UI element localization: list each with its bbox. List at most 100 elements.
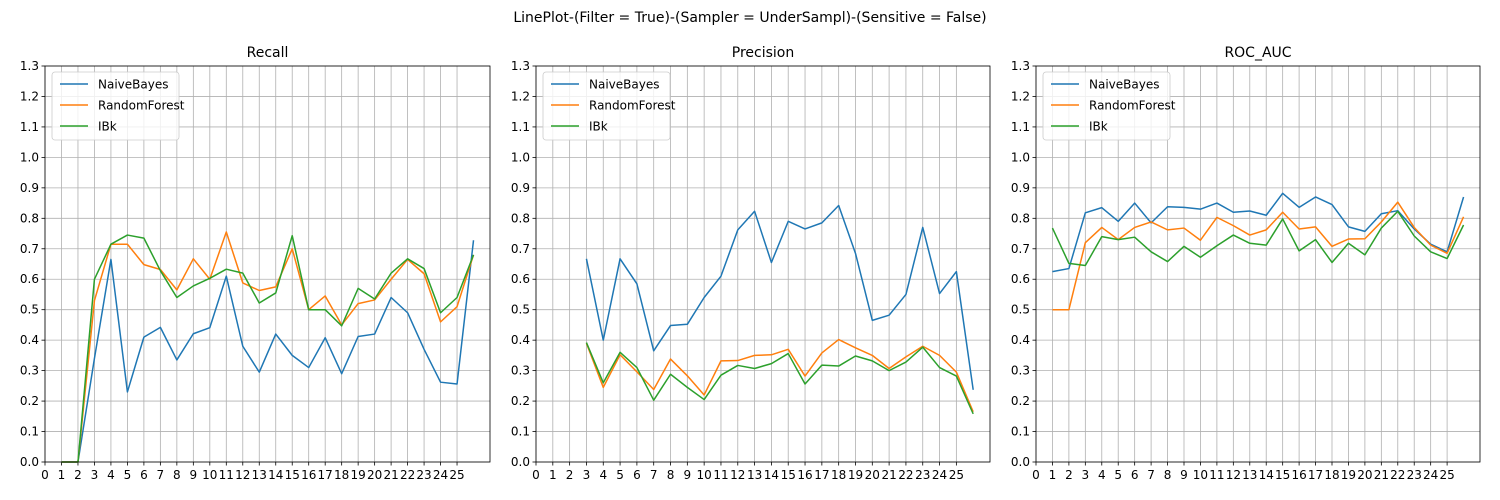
subplot-title: ROC_AUC <box>1224 45 1291 61</box>
series-line-ibk <box>585 342 974 415</box>
x-tick-label: 4 <box>107 468 115 482</box>
figure-title: LinePlot-(Filter = True)-(Sampler = Unde… <box>513 10 986 26</box>
y-tick-label: 0.3 <box>20 364 39 378</box>
legend: NaiveBayes RandomForest IBk <box>1042 71 1176 141</box>
x-tick-label: 18 <box>334 468 349 482</box>
x-tick-label: 11 <box>713 468 728 482</box>
x-tick-label: 1 <box>58 468 66 482</box>
x-tick-label: 23 <box>416 468 431 482</box>
axes-frame <box>44 65 491 463</box>
x-tick-label: 6 <box>140 468 148 482</box>
series-line-naivebayes <box>1052 192 1465 273</box>
x-tick-label: 7 <box>1147 468 1155 482</box>
x-tick-label: 25 <box>1439 468 1454 482</box>
y-tick-label: 0.9 <box>20 181 39 195</box>
x-tick-label: 17 <box>1308 468 1323 482</box>
y-tick-label: 0.0 <box>20 455 39 469</box>
x-tick-label: 19 <box>848 468 863 482</box>
y-tick-label: 0.1 <box>1011 425 1030 439</box>
series-line-naivebayes <box>585 204 974 390</box>
x-tick-label: 20 <box>865 468 880 482</box>
x-tick-label: 10 <box>1193 468 1208 482</box>
legend-label: RandomForest <box>1089 99 1176 113</box>
x-tick-label: 0 <box>1032 468 1040 482</box>
series-line-randomforest <box>1052 201 1465 311</box>
x-tick-label: 1 <box>549 468 557 482</box>
x-tick-label: 9 <box>1180 468 1188 482</box>
y-tick-label: 1.2 <box>511 89 530 103</box>
legend-box <box>51 71 180 141</box>
axes-frame <box>535 65 991 463</box>
x-tick-label: 22 <box>400 468 415 482</box>
y-tick-label: 0.8 <box>1011 211 1030 225</box>
x-tick-label: 10 <box>697 468 712 482</box>
x-tick-label: 23 <box>1407 468 1422 482</box>
series-line-randomforest <box>585 338 974 413</box>
x-tick-label: 0 <box>532 468 540 482</box>
y-tick-label: 1.1 <box>1011 120 1030 134</box>
y-tick-label: 0.9 <box>511 181 530 195</box>
x-tick-label: 21 <box>383 468 398 482</box>
subplot-title: Precision <box>732 45 794 61</box>
x-tick-label: 21 <box>1374 468 1389 482</box>
y-tick-label: 1.3 <box>20 59 39 73</box>
x-tick-label: 14 <box>268 468 283 482</box>
x-tick-label: 7 <box>157 468 165 482</box>
x-tick-label: 8 <box>667 468 675 482</box>
y-tick-label: 0.3 <box>1011 364 1030 378</box>
x-tick-label: 24 <box>1423 468 1438 482</box>
x-tick-label: 18 <box>1324 468 1339 482</box>
x-tick-label: 21 <box>881 468 896 482</box>
legend-label: NaiveBayes <box>1089 78 1159 92</box>
y-tick-label: 0.8 <box>511 211 530 225</box>
y-tick-label: 0.5 <box>511 303 530 317</box>
x-tick-label: 5 <box>616 468 624 482</box>
y-tick-label: 1.1 <box>511 120 530 134</box>
y-tick-label: 0.5 <box>1011 303 1030 317</box>
y-tick-label: 0.2 <box>1011 394 1030 408</box>
y-tick-label: 1.0 <box>20 150 39 164</box>
x-tick-label: 2 <box>566 468 574 482</box>
x-tick-label: 12 <box>1226 468 1241 482</box>
x-tick-label: 5 <box>124 468 132 482</box>
legend-box <box>1042 71 1171 141</box>
legend-label: RandomForest <box>98 99 185 113</box>
x-tick-label: 13 <box>1242 468 1257 482</box>
y-tick-label: 0.4 <box>1011 333 1030 347</box>
x-tick-label: 22 <box>898 468 913 482</box>
x-tick-label: 8 <box>1164 468 1172 482</box>
y-tick-label: 0.3 <box>511 364 530 378</box>
y-tick-label: 0.8 <box>20 211 39 225</box>
x-tick-label: 15 <box>781 468 796 482</box>
y-tick-label: 0.4 <box>511 333 530 347</box>
x-tick-label: 15 <box>285 468 300 482</box>
x-tick-label: 20 <box>367 468 382 482</box>
x-tick-label: 17 <box>814 468 829 482</box>
y-tick-label: 0.0 <box>511 455 530 469</box>
legend-label: NaiveBayes <box>589 78 659 92</box>
legend-label: IBk <box>98 120 117 134</box>
y-tick-label: 0.1 <box>511 425 530 439</box>
x-tick-label: 13 <box>252 468 267 482</box>
x-tick-label: 24 <box>433 468 448 482</box>
y-tick-label: 0.5 <box>20 303 39 317</box>
y-tick-label: 1.1 <box>20 120 39 134</box>
x-tick-label: 6 <box>1131 468 1139 482</box>
x-tick-label: 23 <box>915 468 930 482</box>
x-tick-label: 2 <box>1065 468 1073 482</box>
y-tick-label: 0.1 <box>20 425 39 439</box>
x-tick-label: 25 <box>949 468 964 482</box>
x-tick-label: 22 <box>1390 468 1405 482</box>
legend-box <box>542 71 671 141</box>
y-tick-label: 0.4 <box>20 333 39 347</box>
x-tick-label: 20 <box>1357 468 1372 482</box>
x-tick-label: 18 <box>831 468 846 482</box>
y-tick-label: 0.0 <box>1011 455 1030 469</box>
y-tick-label: 1.0 <box>1011 150 1030 164</box>
y-tick-label: 1.2 <box>20 89 39 103</box>
x-tick-label: 0 <box>41 468 49 482</box>
